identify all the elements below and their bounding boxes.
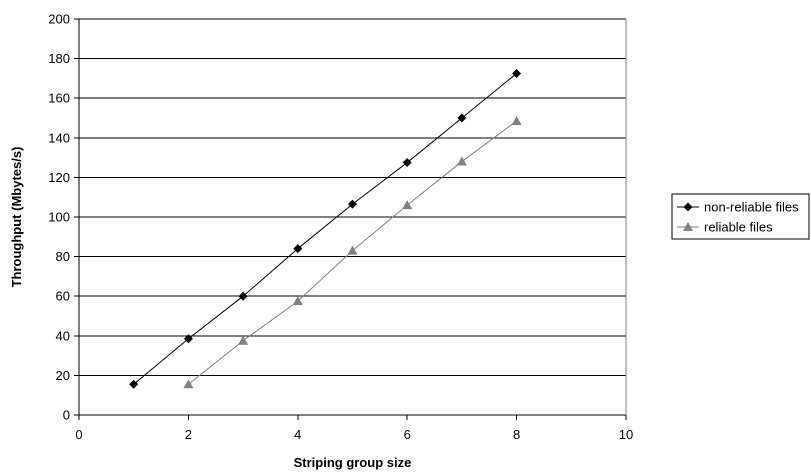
legend-item: reliable files [677,220,773,235]
y-tick-label: 0 [63,408,70,423]
legend-label: non-reliable files [704,200,799,215]
x-tick-label: 6 [404,427,411,442]
y-tick-label: 40 [56,328,70,343]
legend-item: non-reliable files [677,200,799,215]
legend-marker [683,222,693,231]
legend-label: reliable files [704,220,773,235]
y-tick-label: 200 [48,12,70,27]
x-tick-label: 0 [75,427,82,442]
data-point [293,244,303,254]
data-point [183,334,193,344]
x-tick-label: 4 [294,427,301,442]
data-point [238,335,249,345]
data-point [238,291,248,301]
series-group [129,68,522,389]
y-tick-label: 180 [48,51,70,66]
data-point [183,379,194,389]
tick-labels: 0 20 40 60 80 100 120 140 160 180 200 0 2 4 6 8 10 [48,12,633,443]
data-point [456,156,467,166]
series-line [133,73,517,385]
data-point [292,296,303,306]
y-tick-label: 160 [48,91,70,106]
data-point [129,379,139,389]
y-tick-label: 140 [48,130,70,145]
legend-box [671,193,810,240]
legend-marker [683,202,693,212]
x-tick-label: 10 [619,427,633,442]
legend: non-reliable files reliable files [671,193,810,240]
data-point [348,199,357,209]
data-point [402,158,412,168]
data-point [402,200,413,210]
y-tick-label: 120 [48,170,70,185]
y-tick-label: 60 [56,289,70,304]
data-point [512,68,522,78]
y-tick-label: 100 [48,210,70,225]
y-tick-label: 20 [56,368,70,383]
series-non-reliable-files [129,68,522,389]
y-tick-label: 80 [56,249,70,264]
x-tick-label: 2 [185,427,192,442]
y-axis-title: Throughput (Mbytes/s) [9,147,24,288]
data-point [347,245,358,255]
series-reliable-files [183,115,522,389]
gridlines [79,18,626,376]
data-point [457,113,467,123]
data-point [511,115,522,125]
x-tick-label: 8 [513,427,520,442]
axes [74,18,627,420]
x-axis-title: Striping group size [294,455,412,470]
